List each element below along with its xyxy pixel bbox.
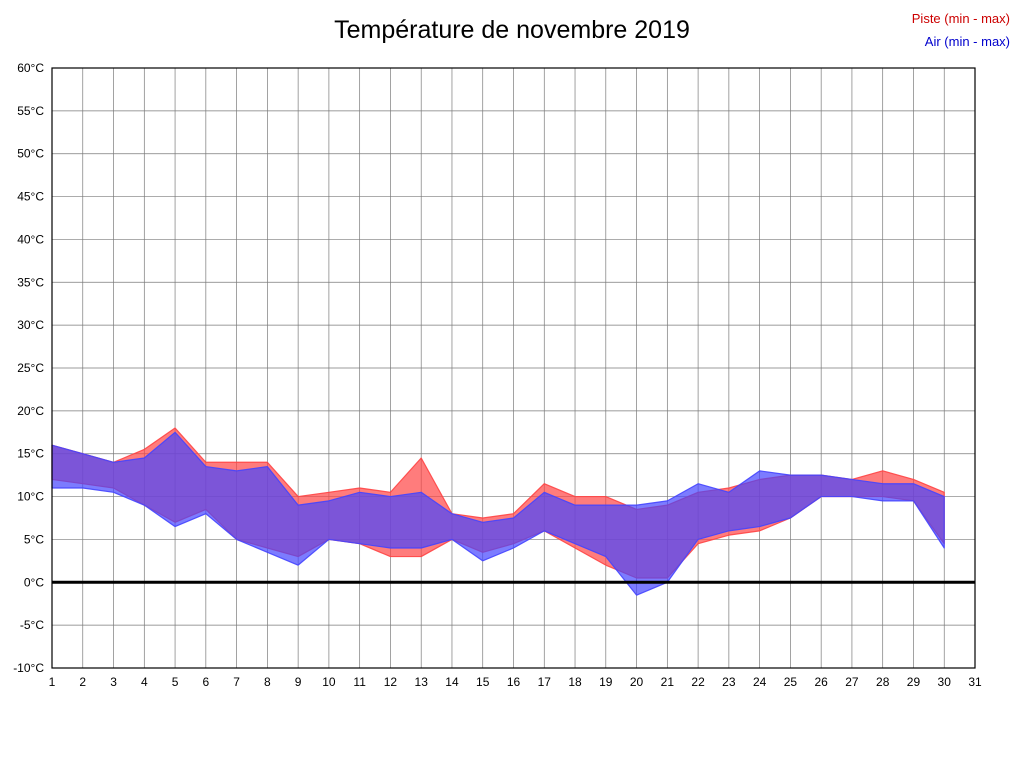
legend-piste: Piste (min - max) (911, 11, 1010, 26)
y-tick-label: 0°C (24, 575, 44, 589)
chart-title: Température de novembre 2019 (334, 16, 690, 44)
x-tick-label: 16 (507, 675, 521, 689)
legend-air: Air (min - max) (924, 33, 1010, 49)
x-tick-label: 15 (476, 675, 490, 689)
y-tick-label: -10°C (13, 661, 44, 675)
x-tick-label: 26 (814, 675, 828, 689)
x-tick-label: 3 (110, 675, 117, 689)
x-tick-label: 9 (295, 675, 302, 689)
y-tick-label: 60°C (17, 61, 44, 75)
x-tick-label: 24 (753, 675, 767, 689)
y-tick-label: 15°C (17, 447, 44, 461)
y-tick-label: 10°C (17, 490, 44, 504)
y-tick-label: 55°C (17, 104, 44, 118)
x-tick-label: 17 (538, 675, 552, 689)
x-tick-label: 1 (49, 675, 56, 689)
x-tick-label: 20 (630, 675, 644, 689)
x-tick-label: 22 (691, 675, 705, 689)
x-tick-label: 13 (415, 675, 429, 689)
x-tick-label: 31 (968, 675, 982, 689)
x-tick-label: 7 (233, 675, 240, 689)
band-air (51, 431, 945, 596)
y-tick-label: 20°C (17, 404, 44, 418)
x-tick-label: 14 (445, 675, 459, 689)
x-tick-label: 21 (661, 675, 675, 689)
x-tick-label: 19 (599, 675, 613, 689)
x-tick-label: 18 (568, 675, 582, 689)
x-tick-label: 12 (384, 675, 398, 689)
x-tick-label: 5 (172, 675, 179, 689)
x-tick-label: 23 (722, 675, 736, 689)
y-tick-label: 50°C (17, 147, 44, 161)
x-tick-label: 11 (353, 675, 366, 689)
x-tick-label: 2 (79, 675, 86, 689)
legend: Piste (min - max) Air (min - max) (912, 8, 1010, 54)
x-tick-label: 25 (784, 675, 798, 689)
plot-border (51, 67, 976, 669)
y-tick-label: 35°C (17, 275, 44, 289)
y-tick-label: 5°C (24, 532, 44, 546)
y-tick-label: 45°C (17, 190, 44, 204)
x-tick-label: 8 (264, 675, 271, 689)
y-tick-label: 40°C (17, 232, 44, 246)
x-tick-label: 6 (202, 675, 209, 689)
x-tick-label: 4 (141, 675, 148, 689)
x-tick-label: 10 (322, 675, 336, 689)
x-tick-label: 30 (938, 675, 952, 689)
x-tick-label: 29 (907, 675, 921, 689)
x-tick-label: 28 (876, 675, 890, 689)
x-tick-label: 27 (845, 675, 859, 689)
y-tick-label: -5°C (20, 618, 44, 632)
y-tick-label: 30°C (17, 318, 44, 332)
y-tick-label: 25°C (17, 361, 44, 375)
